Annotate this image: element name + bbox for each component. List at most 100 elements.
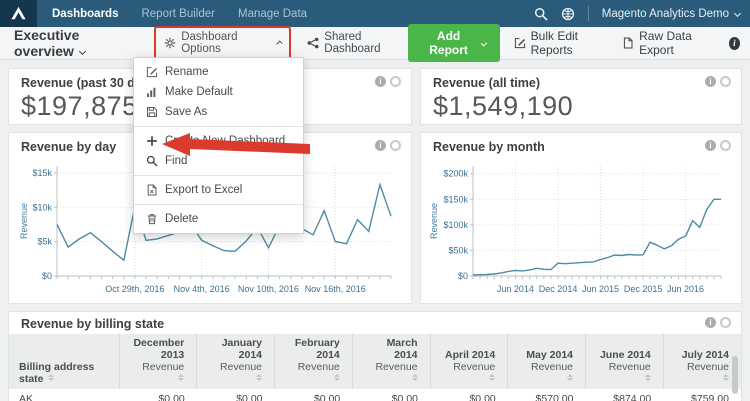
card-info-icon[interactable] [375,140,386,151]
gear-icon [164,37,176,49]
top-navbar: Dashboards Report Builder Manage Data Ma… [0,0,750,27]
kpi-value: $197,875 [21,91,138,121]
save-icon [146,106,158,118]
svg-text:Oct 29th, 2016: Oct 29th, 2016 [105,284,164,294]
table-row-AK: AK $0.00 $0.00 $0.00 $0.00 $0.00 $570.00 $874.0… [9,389,741,401]
menu-item-make-default[interactable]: Make Default [134,82,303,102]
revenue-cell: $0.00 [236,393,263,401]
menu-section: Rename Make Default Save As [134,58,303,126]
plus-icon [146,135,158,147]
menu-item-delete[interactable]: Delete [134,209,303,229]
trash-icon [146,213,158,225]
svg-text:Jun 2016: Jun 2016 [667,284,704,294]
column-header[interactable]: December 2013 Revenue [118,334,197,389]
pencil-square-icon [514,37,526,49]
table-header: Billing address state December 2013 Revenu… [9,334,741,389]
file-icon [622,37,634,49]
column-header[interactable]: June 2014 Revenue [585,334,664,389]
add-report-button[interactable]: Add Report [407,24,500,62]
svg-text:$200k: $200k [443,169,468,179]
card-info-icon[interactable] [705,317,716,328]
sort-icon [567,374,573,381]
sort-icon [256,374,262,381]
menu-section: Create New Dashboard Find [134,126,303,175]
nav-item-report-builder[interactable]: Report Builder [141,7,215,20]
globe-icon[interactable] [561,7,575,21]
svg-text:$0: $0 [42,271,52,281]
menu-item-save-as[interactable]: Save As [134,102,303,122]
pencil-square-icon [146,66,158,78]
nav-item-dashboards[interactable]: Dashboards [52,7,119,20]
menu-item-export-to-excel[interactable]: Export to Excel [134,180,303,200]
nav-links: Dashboards Report Builder Manage Data [52,8,307,20]
sort-icon [644,374,651,381]
column-header[interactable]: March 2014 Revenue [351,334,430,389]
card-settings-icon[interactable] [720,140,731,151]
svg-text:$15k: $15k [32,168,52,178]
billing-state-table: Billing address state December 2013 Revenu… [9,334,741,401]
revenue-cell: $0.00 [313,393,341,401]
card-info-icon[interactable] [375,76,386,87]
card-settings-icon[interactable] [720,317,731,328]
dashboard-grid: Revenue (past 30 days) $197,875 Revenue … [0,60,750,401]
card-settings-icon[interactable] [390,76,401,87]
sort-icon [333,374,340,381]
svg-text:$50k: $50k [448,245,468,255]
svg-text:Revenue: Revenue [429,203,439,239]
card-title: Revenue by day [21,140,117,154]
svg-text:$150k: $150k [443,194,468,204]
dashboard-options-button[interactable]: Dashboard Options [154,26,292,60]
column-header[interactable]: May 2014 Revenue [507,334,586,389]
menu-item-find[interactable]: Find [134,151,303,171]
column-header[interactable]: February 2014 Revenue [274,334,353,389]
column-header[interactable]: July 2014 Revenue [662,334,741,389]
bars-icon [146,86,158,98]
column-header-state[interactable]: Billing address state [9,334,119,389]
svg-text:$100k: $100k [443,220,468,230]
card-title: Revenue (past 30 days) [21,76,160,90]
search-icon[interactable] [534,7,548,21]
nav-separator [587,6,589,21]
card-info-icon[interactable] [705,76,716,87]
search-icon [146,155,158,167]
menu-item-rename[interactable]: Rename [134,62,303,82]
card-info-icon[interactable] [705,140,716,151]
table-scrollbar[interactable] [732,356,738,394]
column-header[interactable]: April 2014 Revenue [429,334,508,389]
account-menu[interactable]: Magento Analytics Demo [602,8,742,20]
magento-logo[interactable] [0,0,37,27]
dashboard-options-menu: Rename Make Default Save As Create New Dash… [133,57,304,234]
sort-icon [411,374,418,381]
svg-text:Jun 2015: Jun 2015 [582,284,619,294]
info-icon[interactable] [728,36,741,50]
bulk-edit-reports-button[interactable]: Bulk Edit Reports [514,29,608,57]
kpi-value: $1,549,190 [433,91,574,121]
revenue-cell: $0.00 [158,393,185,401]
kpi-card-revenue-all-time: Revenue (all time) $1,549,190 [420,68,742,125]
svg-text:Nov 16th, 2016: Nov 16th, 2016 [305,284,366,294]
revenue-cell: $570.00 [535,393,574,401]
revenue-cell: $874.00 [613,393,652,401]
svg-text:$5k: $5k [37,237,52,247]
menu-item-create-new-dashboard[interactable]: Create New Dashboard [134,131,303,151]
dashboard-selector[interactable]: Executive overview [14,27,138,59]
shared-dashboard-button[interactable]: Shared Dashboard [307,31,408,55]
svg-text:Nov 4th, 2016: Nov 4th, 2016 [174,284,230,294]
chevron-down-icon [78,47,86,56]
sort-icon [489,374,496,381]
svg-text:Jun 2014: Jun 2014 [497,284,534,294]
raw-data-export-button[interactable]: Raw Data Export [622,29,715,57]
card-settings-icon[interactable] [720,76,731,87]
card-settings-icon[interactable] [390,140,401,151]
card-title: Revenue by month [433,140,545,154]
state-cell: AK [19,393,34,401]
logo-glyph [11,6,26,20]
revenue-cell: $0.00 [391,393,418,401]
excel-file-icon [146,184,158,196]
nav-item-manage-data[interactable]: Manage Data [237,7,308,20]
menu-section: Export to Excel [134,175,303,204]
table-card-revenue-by-billing-state: Revenue by billing state Billing address… [8,311,742,401]
chevron-up-icon [275,39,283,47]
column-header[interactable]: January 2014 Revenue [196,334,275,389]
svg-text:Revenue: Revenue [19,203,29,239]
